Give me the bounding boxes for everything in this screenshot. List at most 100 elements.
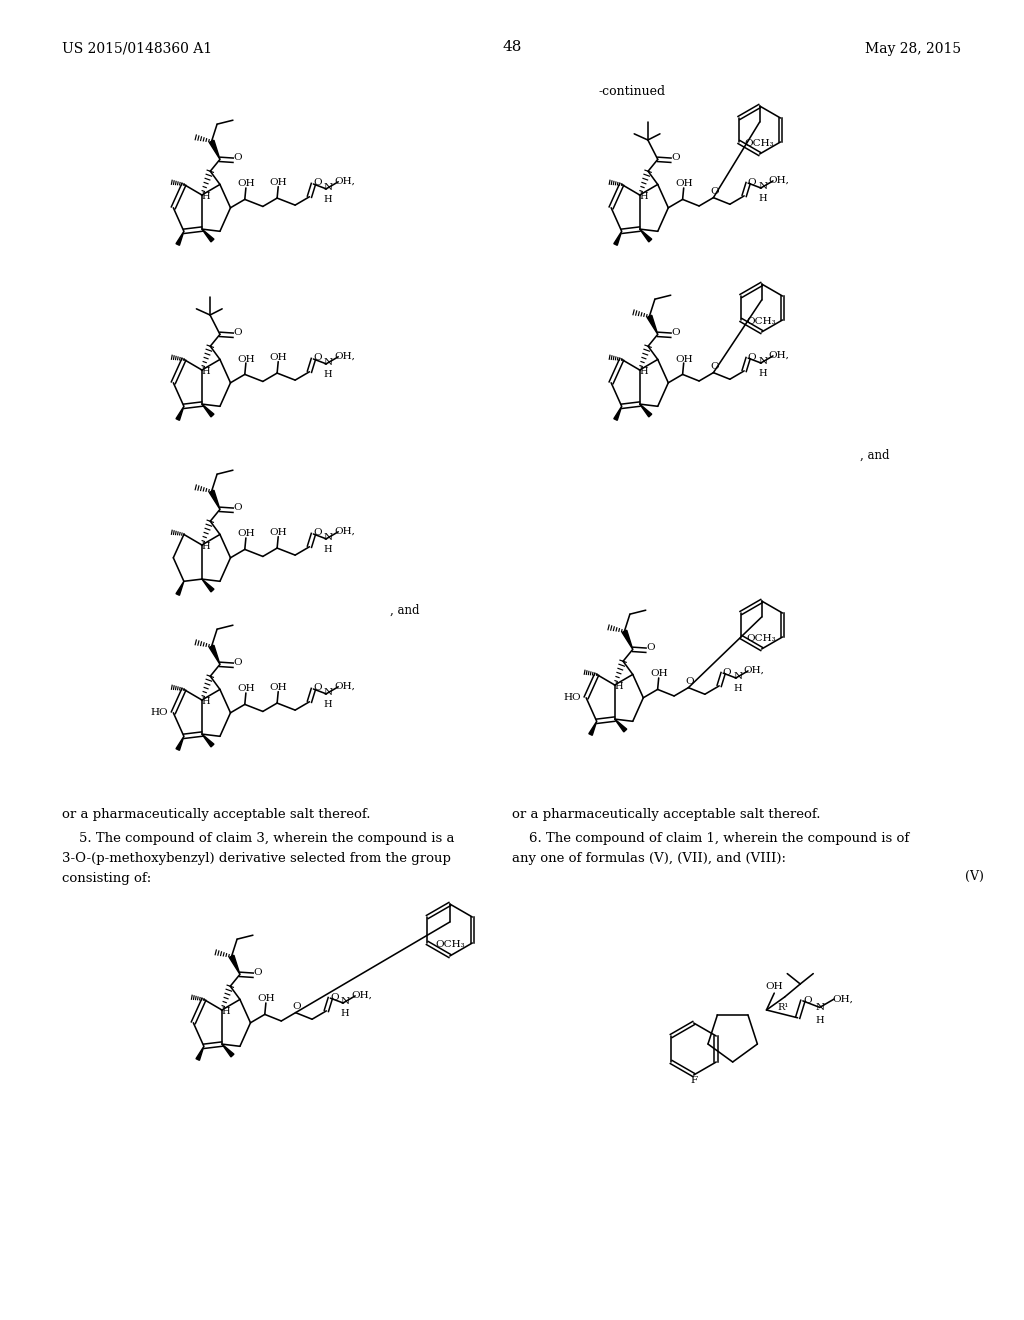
Text: H: H bbox=[324, 370, 332, 379]
Polygon shape bbox=[229, 956, 240, 974]
Polygon shape bbox=[613, 407, 622, 420]
Polygon shape bbox=[613, 231, 622, 246]
Text: N: N bbox=[324, 533, 333, 543]
Text: H: H bbox=[221, 1007, 230, 1015]
Text: OCH₃: OCH₃ bbox=[746, 634, 776, 643]
Text: HO: HO bbox=[151, 709, 169, 717]
Text: H: H bbox=[202, 697, 210, 706]
Text: N: N bbox=[758, 182, 767, 191]
Text: O: O bbox=[233, 657, 243, 667]
Polygon shape bbox=[622, 630, 633, 649]
Text: O: O bbox=[672, 153, 680, 162]
Polygon shape bbox=[176, 407, 184, 420]
Text: -continued: -continued bbox=[598, 84, 666, 98]
Polygon shape bbox=[202, 404, 214, 417]
Polygon shape bbox=[647, 315, 657, 334]
Text: H: H bbox=[639, 191, 648, 201]
Polygon shape bbox=[176, 231, 184, 246]
Text: OH: OH bbox=[269, 684, 287, 692]
Text: N: N bbox=[733, 672, 742, 681]
Text: OH,: OH, bbox=[831, 994, 853, 1003]
Polygon shape bbox=[640, 404, 651, 417]
Text: H: H bbox=[324, 545, 332, 554]
Polygon shape bbox=[196, 1047, 204, 1060]
Text: O: O bbox=[748, 177, 757, 186]
Text: O: O bbox=[748, 352, 757, 362]
Text: N: N bbox=[324, 183, 333, 193]
Text: May 28, 2015: May 28, 2015 bbox=[865, 42, 962, 55]
Text: N: N bbox=[815, 1003, 824, 1012]
Text: OH,: OH, bbox=[334, 527, 355, 535]
Polygon shape bbox=[209, 490, 220, 510]
Text: OCH₃: OCH₃ bbox=[435, 940, 465, 949]
Text: O: O bbox=[313, 684, 322, 693]
Text: OH: OH bbox=[238, 685, 255, 693]
Text: HO: HO bbox=[563, 693, 582, 702]
Text: H: H bbox=[341, 1008, 349, 1018]
Polygon shape bbox=[202, 734, 214, 747]
Text: O: O bbox=[672, 327, 680, 337]
Polygon shape bbox=[209, 645, 220, 664]
Text: H: H bbox=[614, 681, 623, 690]
Text: OH: OH bbox=[650, 669, 668, 678]
Text: OCH₃: OCH₃ bbox=[746, 317, 776, 326]
Text: OH: OH bbox=[269, 528, 287, 537]
Text: O: O bbox=[313, 354, 322, 363]
Polygon shape bbox=[202, 230, 214, 242]
Polygon shape bbox=[589, 721, 597, 735]
Text: R¹: R¹ bbox=[777, 1003, 788, 1012]
Text: OH: OH bbox=[238, 355, 255, 363]
Text: OH: OH bbox=[269, 178, 287, 187]
Text: 5. The compound of claim 3, wherein the compound is a: 5. The compound of claim 3, wherein the … bbox=[62, 832, 455, 845]
Text: O: O bbox=[804, 997, 812, 1006]
Text: OH,: OH, bbox=[769, 350, 790, 359]
Text: O: O bbox=[313, 178, 322, 187]
Polygon shape bbox=[614, 719, 627, 731]
Text: H: H bbox=[202, 541, 210, 550]
Text: 48: 48 bbox=[502, 40, 521, 54]
Polygon shape bbox=[176, 737, 184, 750]
Text: O: O bbox=[233, 153, 243, 162]
Text: US 2015/0148360 A1: US 2015/0148360 A1 bbox=[62, 42, 212, 55]
Text: OH: OH bbox=[238, 529, 255, 539]
Text: O: O bbox=[254, 968, 262, 977]
Text: H: H bbox=[759, 370, 767, 378]
Polygon shape bbox=[176, 581, 184, 595]
Text: H: H bbox=[733, 684, 742, 693]
Text: OH: OH bbox=[269, 354, 287, 362]
Text: O: O bbox=[233, 327, 243, 337]
Text: OH,: OH, bbox=[743, 665, 765, 675]
Text: H: H bbox=[324, 195, 332, 203]
Text: OH,: OH, bbox=[334, 681, 355, 690]
Text: O: O bbox=[646, 643, 655, 652]
Text: OH,: OH, bbox=[351, 990, 372, 999]
Text: OH: OH bbox=[257, 994, 274, 1003]
Text: OH,: OH, bbox=[769, 176, 790, 185]
Text: H: H bbox=[639, 367, 648, 376]
Text: , and: , and bbox=[390, 603, 420, 616]
Polygon shape bbox=[209, 140, 220, 160]
Text: N: N bbox=[340, 998, 349, 1006]
Text: H: H bbox=[324, 700, 332, 709]
Text: H: H bbox=[759, 194, 767, 203]
Text: H: H bbox=[202, 191, 210, 201]
Polygon shape bbox=[640, 230, 651, 242]
Text: or a pharmaceutically acceptable salt thereof.: or a pharmaceutically acceptable salt th… bbox=[62, 808, 371, 821]
Text: O: O bbox=[711, 187, 719, 195]
Text: (V): (V) bbox=[965, 870, 984, 883]
Text: H: H bbox=[202, 367, 210, 376]
Text: H: H bbox=[815, 1016, 824, 1024]
Text: OH,: OH, bbox=[334, 351, 355, 360]
Text: OH: OH bbox=[766, 982, 783, 991]
Text: O: O bbox=[233, 503, 243, 512]
Text: O: O bbox=[330, 993, 339, 1002]
Text: O: O bbox=[313, 528, 322, 537]
Text: O: O bbox=[723, 668, 731, 677]
Text: 3-O-(p-methoxybenzyl) derivative selected from the group: 3-O-(p-methoxybenzyl) derivative selecte… bbox=[62, 851, 451, 865]
Text: O: O bbox=[711, 362, 719, 371]
Text: N: N bbox=[324, 358, 333, 367]
Text: O: O bbox=[293, 1002, 301, 1011]
Text: N: N bbox=[758, 358, 767, 367]
Text: consisting of:: consisting of: bbox=[62, 873, 152, 884]
Text: 6. The compound of claim 1, wherein the compound is of: 6. The compound of claim 1, wherein the … bbox=[512, 832, 909, 845]
